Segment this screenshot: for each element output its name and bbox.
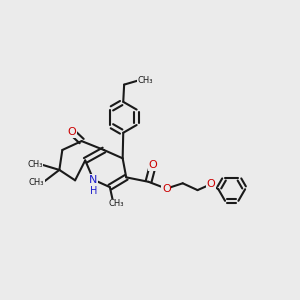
Text: CH₃: CH₃ [27,160,43,169]
Text: CH₃: CH₃ [137,76,153,85]
Text: CH₃: CH₃ [109,199,124,208]
Text: O: O [68,127,76,137]
Text: O: O [162,184,171,194]
Text: O: O [148,160,157,170]
Text: N: N [89,175,98,185]
Text: H: H [90,186,97,196]
Text: O: O [207,179,215,189]
Text: CH₃: CH₃ [29,178,44,187]
